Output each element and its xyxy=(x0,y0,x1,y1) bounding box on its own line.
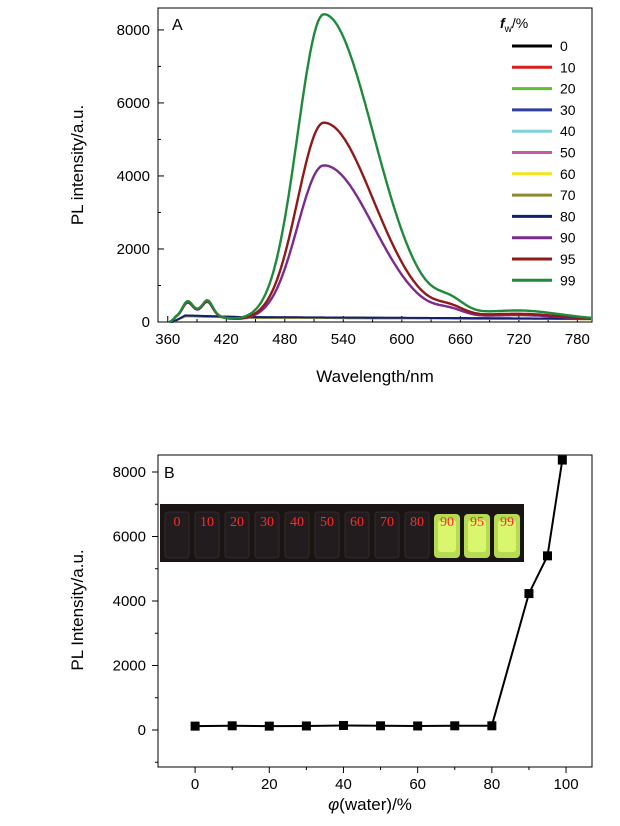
legend-label: 90 xyxy=(560,230,576,246)
vial-label: 30 xyxy=(260,515,274,530)
y-tick-label: 8000 xyxy=(117,22,150,39)
data-point-99 xyxy=(557,455,567,465)
panel-a-ylabel: PL intensity/a.u. xyxy=(68,105,87,225)
panel-a-label: A xyxy=(172,17,183,34)
vial-label: 40 xyxy=(290,515,304,530)
data-point-30 xyxy=(301,721,311,731)
legend-label: 60 xyxy=(560,166,576,182)
x-tick-label: 780 xyxy=(565,331,590,348)
y-tick-label: 0 xyxy=(142,314,150,331)
panel-b-xlabel-symbol: φ xyxy=(328,795,339,814)
panel-b-xlabel-rest: (water)/% xyxy=(339,795,412,814)
x-tick-label: 100 xyxy=(554,776,579,793)
dark-vial xyxy=(314,511,340,559)
legend-label: 50 xyxy=(560,145,576,161)
legend-label: 95 xyxy=(560,251,576,267)
vial-label: 99 xyxy=(500,515,514,530)
data-point-20 xyxy=(264,721,274,731)
legend-label: 20 xyxy=(560,81,576,97)
legend-title-f: f xyxy=(500,15,506,31)
panel-a: A 360 420 480 540 600 660 720 78002000400060008… xyxy=(68,7,593,386)
panel-b-xlabel: φ(water)/% xyxy=(328,795,412,814)
y-tick-label: 2000 xyxy=(117,241,150,258)
dark-vial xyxy=(224,511,250,559)
panel-b: B 0 20 40 60 80 100 0 2000 4000 6000 8000 0 10 20 30 4… xyxy=(68,454,593,814)
vial-label: 80 xyxy=(410,515,424,530)
panel-b-ylabel: PL Intensity/a.u. xyxy=(68,549,87,670)
dark-vial xyxy=(404,511,430,559)
dark-vial xyxy=(254,511,280,559)
panel-b-frame xyxy=(157,454,593,768)
x-tick-label: 720 xyxy=(506,331,531,348)
data-point-95 xyxy=(542,551,552,561)
data-point-90 xyxy=(524,589,534,599)
x-tick-label: 60 xyxy=(409,776,426,793)
x-tick-label: 20 xyxy=(261,776,278,793)
vial-label: 95 xyxy=(470,515,484,530)
vial-label: 20 xyxy=(230,515,244,530)
x-tick-label: 40 xyxy=(335,776,352,793)
data-point-0 xyxy=(190,721,200,731)
panel-a-axes: 360 420 480 540 600 660 720 7800200040006000800… xyxy=(117,22,590,348)
vial-label: 50 xyxy=(320,515,334,530)
x-tick-label: 360 xyxy=(155,331,180,348)
spectrum-line-90 xyxy=(169,164,592,324)
inset-background xyxy=(160,504,524,562)
panel-b-label: B xyxy=(164,465,175,482)
x-tick-label: 420 xyxy=(214,331,239,348)
legend-title-sub: w xyxy=(504,24,513,35)
legend-title: fw/% xyxy=(500,15,528,35)
x-tick-label: 480 xyxy=(272,331,297,348)
x-tick-label: 600 xyxy=(389,331,414,348)
x-tick-label: 80 xyxy=(484,776,501,793)
y-tick-label: 0 xyxy=(138,722,146,739)
y-tick-label: 4000 xyxy=(113,593,146,610)
dark-vial xyxy=(374,511,400,559)
legend-label: 40 xyxy=(560,123,576,139)
vial-label: 60 xyxy=(350,515,364,530)
intensity-line xyxy=(195,459,564,728)
y-tick-label: 8000 xyxy=(113,464,146,481)
x-tick-label: 0 xyxy=(191,776,199,793)
dark-vial xyxy=(194,511,220,559)
glowing-vial-core xyxy=(438,520,456,552)
dark-vial xyxy=(284,511,310,559)
vial-label: 0 xyxy=(174,515,181,530)
vial-photo-inset: 0 10 20 30 40 50 60 70 80 90 95 99 xyxy=(160,504,524,562)
glowing-vial-core xyxy=(468,520,486,552)
legend-label: 70 xyxy=(560,187,576,203)
y-tick-label: 2000 xyxy=(113,658,146,675)
legend-label: 0 xyxy=(560,38,568,54)
vial-label: 70 xyxy=(380,515,394,530)
y-tick-label: 6000 xyxy=(117,95,150,112)
data-point-70 xyxy=(450,721,460,731)
data-point-10 xyxy=(227,721,237,731)
glowing-vial-core xyxy=(498,520,516,552)
spectrum-line-99 xyxy=(169,12,592,324)
x-tick-label: 660 xyxy=(448,331,473,348)
x-tick-label: 540 xyxy=(331,331,356,348)
panel-a-xlabel: Wavelength/nm xyxy=(316,367,433,386)
data-point-80 xyxy=(487,721,497,731)
legend-title-tail: /% xyxy=(512,15,528,31)
panel-a-curves xyxy=(169,12,592,324)
legend-label: 10 xyxy=(560,59,576,75)
vial-label: 10 xyxy=(200,515,214,530)
panel-b-curve xyxy=(190,455,567,731)
panel-a-frame xyxy=(157,7,593,323)
legend-label: 80 xyxy=(560,208,576,224)
panel-a-legend: fw/% 0 10 20 30 40 50 60 70 80 90 95 99 xyxy=(500,15,576,288)
data-point-40 xyxy=(338,720,348,730)
data-point-50 xyxy=(376,721,386,731)
vial-label: 90 xyxy=(440,515,454,530)
legend-label: 30 xyxy=(560,102,576,118)
legend-label: 99 xyxy=(560,272,576,288)
dark-vial xyxy=(164,511,190,559)
dark-vial xyxy=(344,511,370,559)
y-tick-label: 6000 xyxy=(113,529,146,546)
data-point-60 xyxy=(413,721,423,731)
y-tick-label: 4000 xyxy=(117,168,150,185)
